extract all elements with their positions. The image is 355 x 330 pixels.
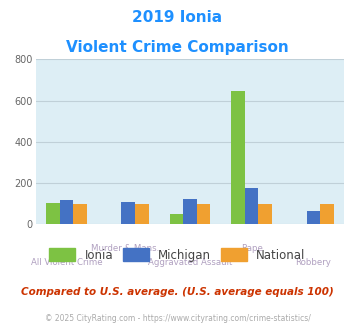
Text: Compared to U.S. average. (U.S. average equals 100): Compared to U.S. average. (U.S. average … xyxy=(21,287,334,297)
Bar xyxy=(231,91,245,224)
Text: © 2025 CityRating.com - https://www.cityrating.com/crime-statistics/: © 2025 CityRating.com - https://www.city… xyxy=(45,314,310,323)
Text: Rape: Rape xyxy=(241,244,263,253)
Bar xyxy=(197,204,210,224)
Text: Violent Crime Comparison: Violent Crime Comparison xyxy=(66,40,289,54)
Text: Robbery: Robbery xyxy=(295,258,332,267)
Bar xyxy=(121,202,135,224)
Bar xyxy=(170,214,183,224)
Text: 2019 Ionia: 2019 Ionia xyxy=(132,10,223,25)
Text: All Violent Crime: All Violent Crime xyxy=(31,258,102,267)
Bar xyxy=(60,200,73,224)
Bar xyxy=(183,199,197,224)
Bar xyxy=(320,204,334,224)
Bar xyxy=(135,204,148,224)
Bar xyxy=(73,204,87,224)
Text: Aggravated Assault: Aggravated Assault xyxy=(148,258,232,267)
Bar xyxy=(46,203,60,224)
Legend: Ionia, Michigan, National: Ionia, Michigan, National xyxy=(45,244,310,266)
Text: Murder & Mans...: Murder & Mans... xyxy=(91,244,165,253)
Bar xyxy=(258,204,272,224)
Bar xyxy=(245,188,258,224)
Bar xyxy=(307,211,320,224)
